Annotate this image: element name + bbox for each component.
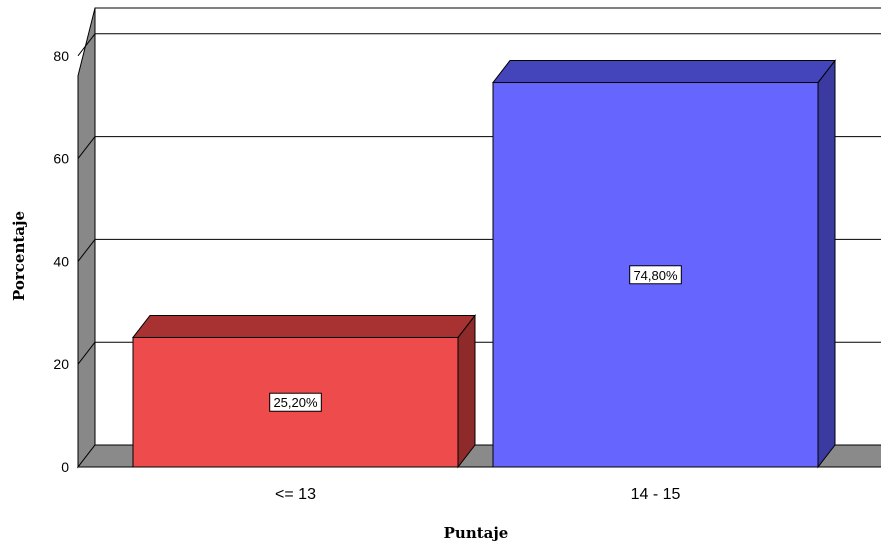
left-wall [77, 7, 96, 469]
gridline-diagonal [77, 136, 96, 159]
y-tick-label: 0 [61, 459, 69, 475]
y-tick-label: 40 [53, 253, 69, 269]
bar-top [491, 60, 837, 84]
bar-side [457, 314, 476, 469]
y-tick-label: 80 [53, 48, 69, 64]
gridline-diagonal [77, 341, 96, 365]
bar-top [131, 314, 477, 338]
data-label: 74,80% [633, 268, 678, 283]
data-label-box [269, 392, 322, 412]
y-axis-title: Porcentaje [10, 211, 28, 301]
x-category-label: 14 - 15 [631, 486, 681, 503]
gridline-diagonal [77, 33, 96, 57]
bar-side [817, 59, 836, 469]
data-label: 25,20% [273, 395, 318, 410]
y-tick-label: 20 [53, 356, 69, 372]
x-axis-title: Puntaje [444, 524, 509, 542]
x-category-label: <= 13 [275, 486, 316, 503]
bars: 25,20% 74,80% [131, 59, 837, 469]
gridline-diagonal [77, 239, 96, 262]
y-tick-labels: 0 20 40 60 80 [53, 48, 69, 475]
x-category-labels: <= 13 14 - 15 [275, 486, 680, 503]
data-label-box [629, 265, 682, 285]
y-tick-label: 60 [53, 151, 69, 167]
